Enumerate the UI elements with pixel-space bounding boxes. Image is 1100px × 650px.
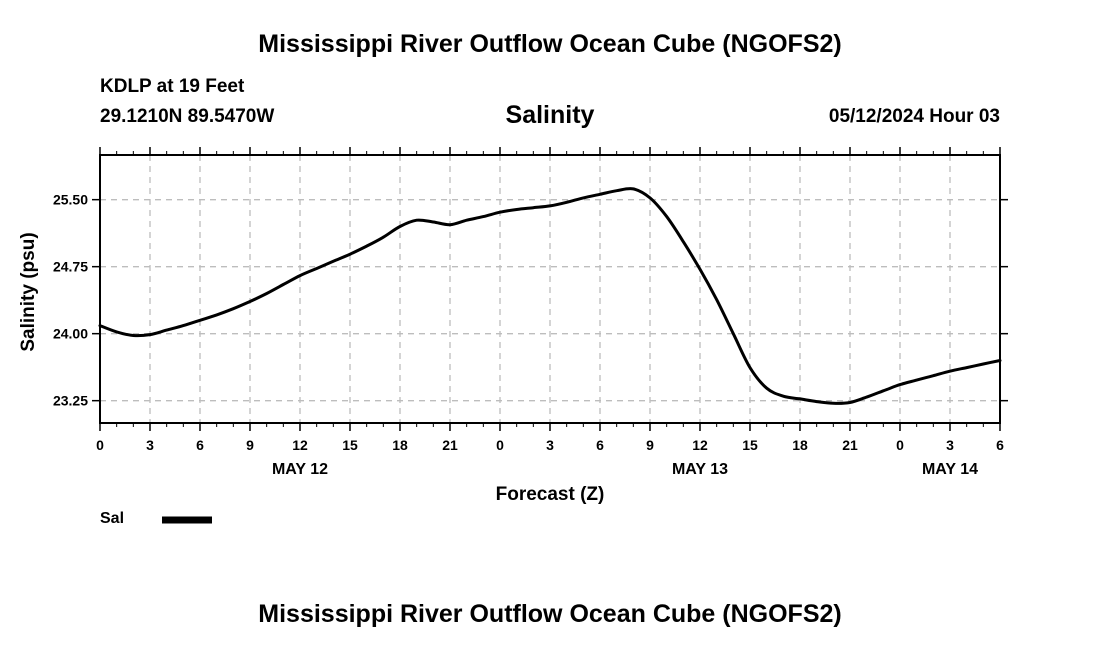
x-date-label: MAY 12 <box>272 461 328 478</box>
y-tick-label: 24.00 <box>53 326 88 342</box>
salinity-series-line <box>98 187 1002 405</box>
x-tick-label: 15 <box>742 437 758 453</box>
axis-ticks: 0 3 6 9 12 15 18 21 0 3 6 9 12 15 18 21 0 3 6 23.25 24.00 24.… <box>53 147 1008 478</box>
chart-subtitle: Salinity <box>505 101 595 129</box>
x-tick-label: 21 <box>842 437 858 453</box>
x-tick-label: 12 <box>292 437 308 453</box>
x-tick-label: 21 <box>442 437 458 453</box>
x-tick-label: 9 <box>246 437 254 453</box>
x-tick-label: 6 <box>196 437 204 453</box>
station-label: KDLP at 19 Feet <box>100 76 245 97</box>
x-tick-label: 0 <box>496 437 504 453</box>
x-axis-label: Forecast (Z) <box>496 484 605 505</box>
legend-label: Sal <box>100 510 125 527</box>
x-tick-label: 3 <box>146 437 154 453</box>
x-tick-label: 15 <box>342 437 358 453</box>
x-tick-label: 6 <box>596 437 604 453</box>
y-axis-label: Salinity (psu) <box>18 232 39 351</box>
x-tick-label: 0 <box>96 437 104 453</box>
x-tick-label: 12 <box>692 437 708 453</box>
forecast-date: 05/12/2024 Hour 03 <box>828 106 1000 127</box>
x-tick-label: 3 <box>546 437 554 453</box>
x-tick-label: 9 <box>646 437 654 453</box>
x-tick-label: 6 <box>996 437 1004 453</box>
grid <box>100 155 1000 423</box>
y-tick-label: 23.25 <box>53 393 88 409</box>
y-tick-label: 25.50 <box>53 192 88 208</box>
x-tick-label: 18 <box>792 437 808 453</box>
x-date-label: MAY 14 <box>922 461 978 478</box>
footer-title: Mississippi River Outflow Ocean Cube (NG… <box>258 600 842 628</box>
station-coordinates: 29.1210N 89.5470W <box>100 106 275 127</box>
x-tick-label: 18 <box>392 437 408 453</box>
x-tick-label: 0 <box>896 437 904 453</box>
chart-title: Mississippi River Outflow Ocean Cube (NG… <box>258 30 842 58</box>
x-tick-label: 3 <box>946 437 954 453</box>
x-date-label: MAY 13 <box>672 461 728 478</box>
y-tick-label: 24.75 <box>53 259 88 275</box>
